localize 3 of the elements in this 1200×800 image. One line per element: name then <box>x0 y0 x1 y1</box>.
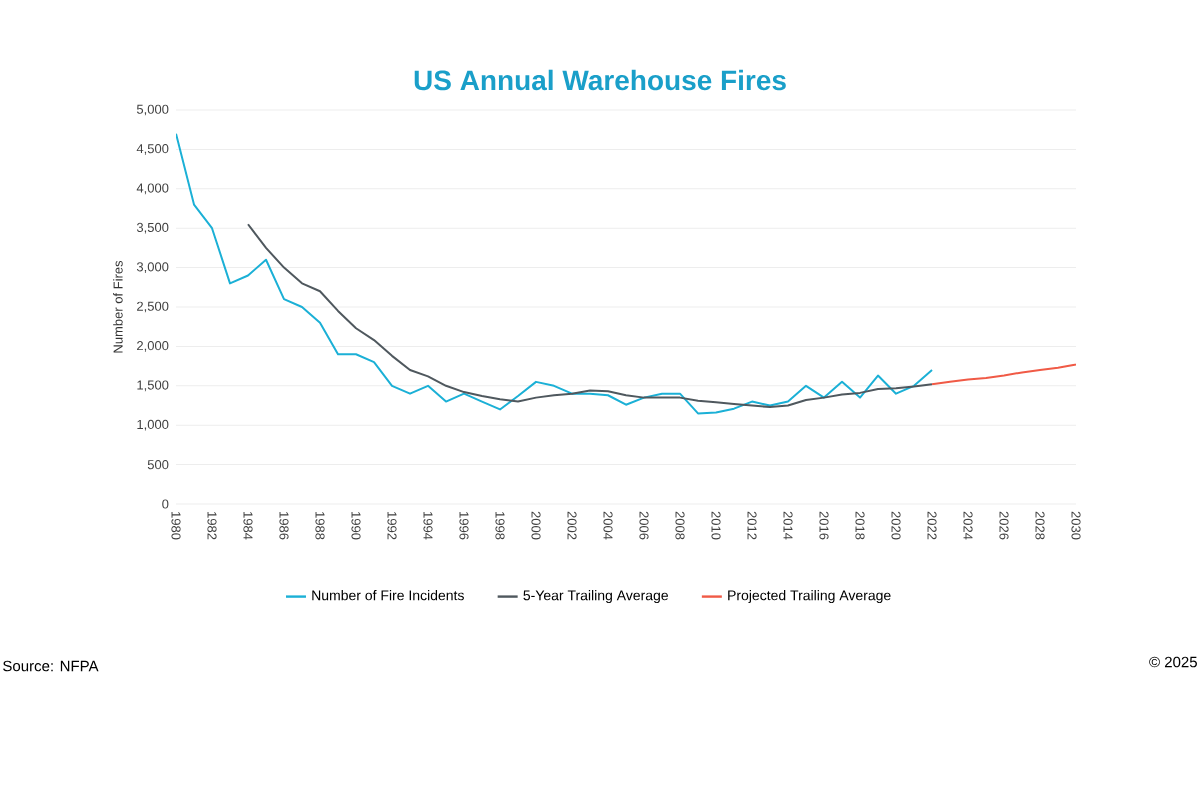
chart-title: US Annual Warehouse Fires <box>414 69 786 91</box>
line-series <box>931 363 1077 386</box>
line-series <box>176 132 934 415</box>
